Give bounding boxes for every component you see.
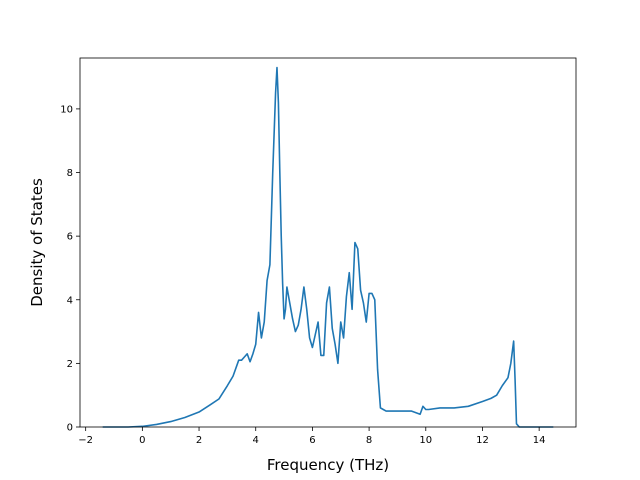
tick-layer: −2 0 2 4 6 8 10 12 14 0 2 4 6 8 10 xyxy=(60,104,545,446)
y-tick-label: 0 xyxy=(67,423,73,434)
x-tick-label: 12 xyxy=(476,435,489,446)
y-axis-title: Density of States xyxy=(28,178,46,307)
x-tick-label: 6 xyxy=(309,435,315,446)
y-tick-label: 10 xyxy=(60,104,73,115)
x-axis-title: Frequency (THz) xyxy=(267,456,389,474)
plot-frame xyxy=(79,57,577,428)
plot-layer xyxy=(102,66,554,428)
x-tick-label: 14 xyxy=(533,435,546,446)
y-tick-label: 2 xyxy=(67,359,73,370)
dos-series-line xyxy=(102,66,554,428)
x-tick-label: 8 xyxy=(366,435,372,446)
x-tick-label: 2 xyxy=(196,435,202,446)
y-tick-label: 6 xyxy=(67,232,73,243)
y-tick-label: 4 xyxy=(67,295,73,306)
x-tick-label: −2 xyxy=(78,435,93,446)
x-tick-label: 0 xyxy=(139,435,145,446)
x-tick-label: 4 xyxy=(253,435,259,446)
x-tick-label: 10 xyxy=(419,435,432,446)
y-tick-label: 8 xyxy=(67,168,73,179)
